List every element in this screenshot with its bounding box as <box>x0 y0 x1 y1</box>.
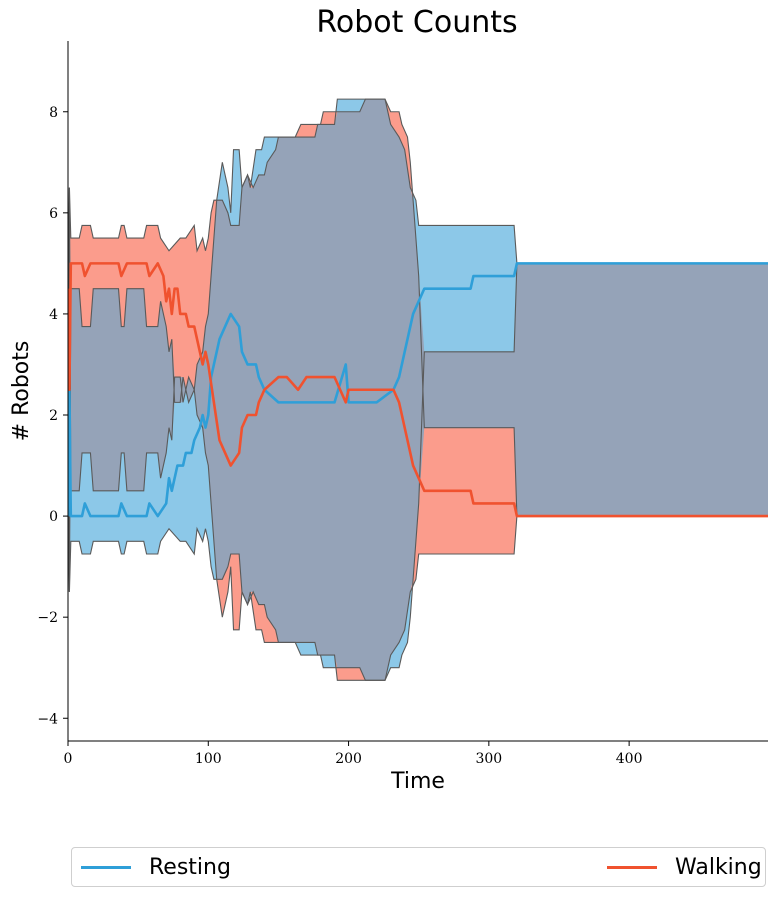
x-tick-label: 0 <box>64 751 73 767</box>
y-tick-label: 0 <box>49 509 58 525</box>
walking-line-swatch <box>607 865 657 869</box>
legend-label-walking: Walking <box>675 854 762 880</box>
walking-mean-line <box>68 262 768 518</box>
x-axis-label: Time <box>390 769 445 794</box>
legend: Resting Walking <box>71 847 766 887</box>
resting-line-swatch <box>81 865 131 869</box>
y-tick-label: −4 <box>37 711 58 727</box>
x-tick-label: 400 <box>616 751 643 767</box>
walking-band-upper-edge <box>68 98 768 517</box>
x-axis-ticks: 0 100 200 300 400 <box>64 741 643 767</box>
chart-title: Robot Counts <box>316 5 517 40</box>
legend-item-resting: Resting <box>81 848 231 886</box>
y-tick-label: 4 <box>49 307 58 323</box>
walking-band-lower-edge <box>68 288 768 681</box>
legend-item-walking: Walking <box>607 848 762 886</box>
y-tick-label: 6 <box>49 206 58 222</box>
y-tick-label: 8 <box>49 105 58 121</box>
legend-label-resting: Resting <box>149 854 231 880</box>
band-overlap <box>68 99 768 681</box>
axes <box>67 41 768 742</box>
x-tick-label: 300 <box>475 751 502 767</box>
x-tick-label: 200 <box>335 751 362 767</box>
y-tick-label: 2 <box>49 408 58 424</box>
resting-mean-line <box>68 262 768 518</box>
y-axis-ticks: −4 −2 0 2 4 6 8 <box>37 105 68 727</box>
mean-lines <box>68 262 768 518</box>
y-tick-label: −2 <box>37 610 58 626</box>
y-axis-label: # Robots <box>9 341 34 442</box>
confidence-bands <box>68 98 768 681</box>
x-tick-label: 100 <box>195 751 222 767</box>
